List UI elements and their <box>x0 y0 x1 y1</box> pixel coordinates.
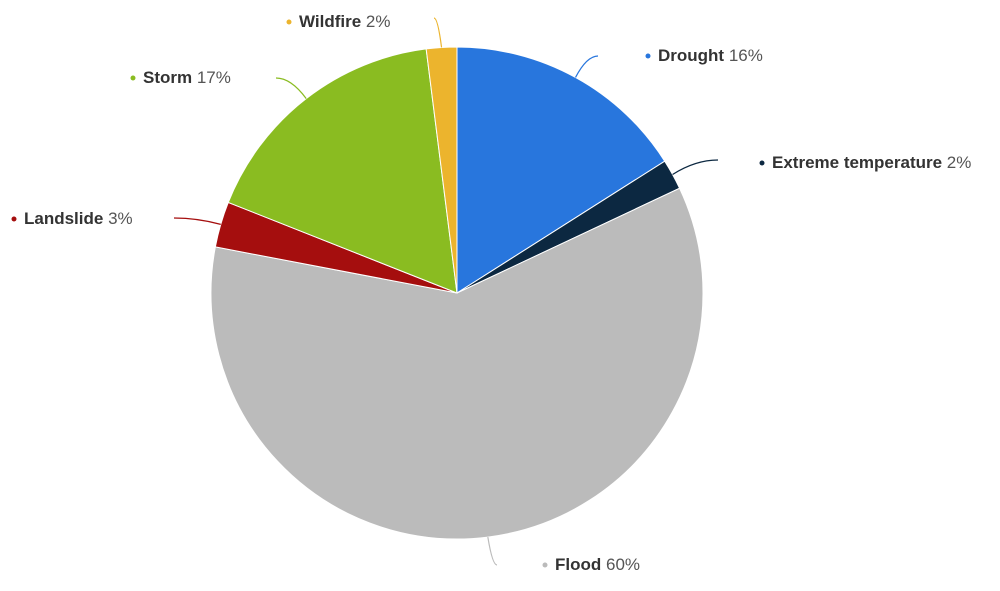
connector-extreme-temperature <box>672 159 719 175</box>
label-connectors <box>173 17 719 566</box>
data-label-landslide: Landslide 3% <box>24 209 133 228</box>
data-label-value: 3% <box>103 209 132 228</box>
pie-slice-flood[interactable] <box>210 187 704 540</box>
pie-slice-wildfire[interactable] <box>425 46 458 294</box>
data-label-name: Storm <box>143 68 192 87</box>
data-label-value: 2% <box>942 153 971 172</box>
data-label-storm: Storm 17% <box>143 68 231 87</box>
data-label-value: 17% <box>192 68 231 87</box>
label-bullet-extreme-temperature <box>759 160 765 166</box>
connector-flood <box>487 536 498 566</box>
data-label-flood: Flood 60% <box>555 555 640 574</box>
data-label-wildfire: Wildfire 2% <box>299 12 390 31</box>
pie-slices <box>210 46 704 540</box>
connector-wildfire <box>433 17 443 48</box>
connector-storm <box>275 77 307 99</box>
data-label-name: Flood <box>555 555 601 574</box>
data-label-drought: Drought 16% <box>658 46 763 65</box>
pie-slice-storm[interactable] <box>227 48 458 294</box>
connector-landslide <box>173 217 221 225</box>
label-bullet-storm <box>130 75 136 81</box>
data-label-value: 60% <box>601 555 640 574</box>
data-label-name: Drought <box>658 46 724 65</box>
label-bullet-landslide <box>11 216 17 222</box>
data-labels: Drought 16% Extreme temperature 2% Flood 6… <box>11 12 971 574</box>
data-label-name: Wildfire <box>299 12 361 31</box>
label-bullet-drought <box>645 53 651 59</box>
data-label-value: 2% <box>361 12 390 31</box>
connector-drought <box>574 55 599 78</box>
data-label-name: Landslide <box>24 209 103 228</box>
data-label-extreme-temperature: Extreme temperature 2% <box>772 153 971 172</box>
data-label-name: Extreme temperature <box>772 153 942 172</box>
pie-slice-drought[interactable] <box>456 46 666 294</box>
data-label-value: 16% <box>724 46 763 65</box>
label-bullet-flood <box>542 562 548 568</box>
label-bullet-wildfire <box>286 19 292 25</box>
